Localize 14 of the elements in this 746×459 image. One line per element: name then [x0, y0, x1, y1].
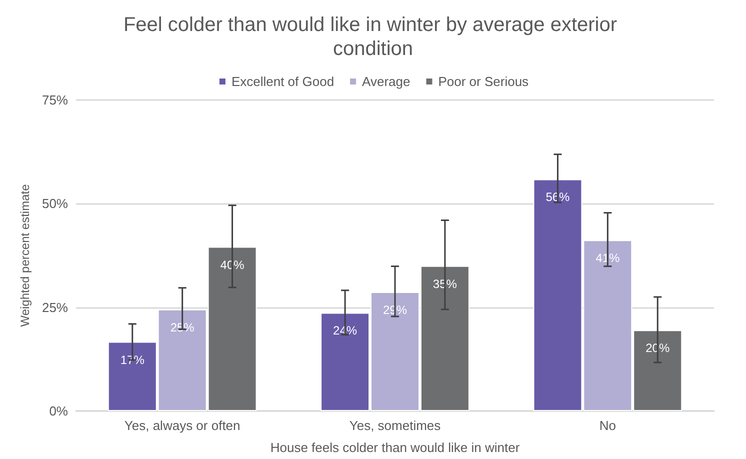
legend-label: Poor or Serious [438, 74, 530, 89]
y-tick-label: 0% [49, 404, 68, 418]
y-tick-label: 75% [42, 92, 68, 108]
legend-label: Average [362, 74, 410, 89]
legend-label: Excellent of Good [231, 74, 334, 89]
data-label: 25% [170, 320, 195, 334]
x-axis-title: House feels colder than would like in winter [270, 440, 520, 455]
y-tick-label: 50% [42, 196, 68, 212]
x-tick-label: No [599, 418, 616, 433]
chart-title: Feel colder than would like in winter by average exterior condition [123, 14, 623, 60]
y-tick-label: 25% [42, 300, 68, 315]
x-tick-label: Yes, always or often [124, 418, 240, 433]
y-axis-title: Weighted percent estimate [18, 184, 32, 327]
x-tick-label: Yes, sometimes [349, 418, 442, 433]
